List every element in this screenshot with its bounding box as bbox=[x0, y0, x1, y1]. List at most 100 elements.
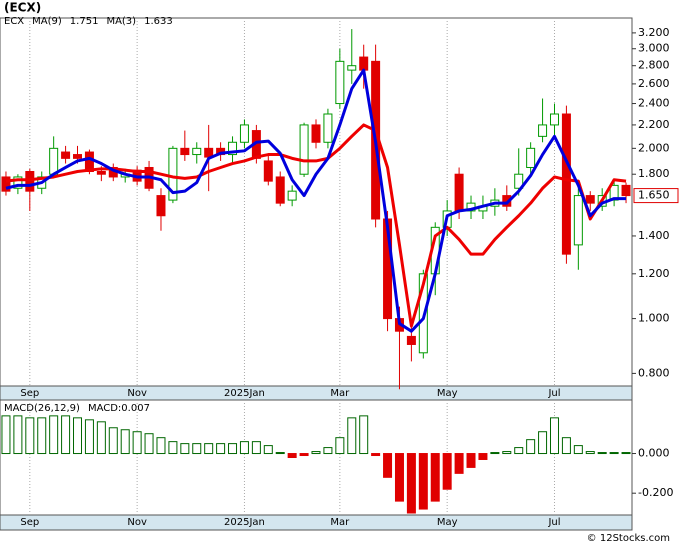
candle-body bbox=[299, 124, 309, 175]
macd-bar bbox=[144, 433, 154, 455]
macd-bar bbox=[132, 431, 142, 455]
candle-body bbox=[561, 113, 571, 255]
candle-body bbox=[514, 173, 524, 189]
candle-body bbox=[621, 184, 631, 197]
legend-value: 1.751 bbox=[70, 16, 99, 27]
macd-bar bbox=[61, 415, 71, 455]
candle-body bbox=[180, 147, 190, 156]
candle-body bbox=[287, 190, 297, 201]
x-tick-label: Nov bbox=[127, 388, 147, 399]
x-tick-label: Sep bbox=[20, 388, 39, 399]
candle-body bbox=[61, 151, 71, 159]
macd-bar bbox=[299, 453, 309, 457]
candle-body bbox=[311, 124, 321, 143]
macd-bar bbox=[120, 429, 130, 455]
macd-bar bbox=[96, 421, 106, 455]
macd-bar bbox=[478, 453, 488, 460]
macd-bar bbox=[406, 453, 416, 514]
candle-body bbox=[549, 113, 559, 126]
price-tag-label: 1.650 bbox=[638, 189, 670, 202]
macd-bar bbox=[609, 452, 619, 455]
macd-bar bbox=[108, 427, 118, 455]
macd-bar bbox=[335, 437, 345, 455]
y-tick-label: 2.800 bbox=[638, 59, 670, 72]
candle-body bbox=[96, 171, 106, 175]
macd-bar bbox=[156, 437, 166, 455]
legend-entry: MA(9) bbox=[32, 16, 62, 27]
candle-body bbox=[13, 176, 23, 189]
candle-body bbox=[275, 176, 285, 204]
x-tick-label: Mar bbox=[330, 517, 350, 528]
candle-body bbox=[49, 147, 59, 175]
price-tag bbox=[633, 188, 679, 204]
x-tick-label: Mar bbox=[330, 388, 350, 399]
y-tick-label: 2.600 bbox=[638, 77, 670, 90]
x-axis-band bbox=[0, 385, 633, 401]
macd-bar bbox=[25, 417, 35, 455]
x-tick-label: Jul bbox=[547, 388, 560, 399]
macd-bar bbox=[180, 443, 190, 455]
footer: © 12Stocks.com bbox=[587, 533, 670, 544]
candle-body bbox=[73, 154, 83, 159]
x-tick-label: 2025Jan bbox=[224, 517, 265, 528]
macd-bar bbox=[538, 431, 548, 455]
y-tick-label: 3.000 bbox=[638, 42, 670, 55]
candle-body bbox=[526, 147, 536, 168]
y-tick-label: 2.200 bbox=[638, 118, 670, 131]
x-tick-label: Sep bbox=[20, 517, 39, 528]
y-tick-label: 1.800 bbox=[638, 167, 670, 180]
macd-bar bbox=[311, 451, 321, 455]
candle-body bbox=[239, 124, 249, 143]
macd-bar bbox=[1, 415, 11, 455]
macd-bar bbox=[585, 451, 595, 455]
x-tick-label: Jul bbox=[547, 517, 560, 528]
x-tick-label: May bbox=[437, 517, 458, 528]
macd-bar bbox=[49, 415, 59, 455]
candle-body bbox=[538, 124, 548, 137]
macd-bar bbox=[359, 415, 369, 455]
macd-bar bbox=[597, 452, 607, 455]
macd-bar bbox=[442, 453, 452, 490]
macd-bar bbox=[466, 453, 476, 468]
macd-bar bbox=[37, 417, 47, 455]
macd-bar bbox=[204, 443, 214, 455]
macd-bar bbox=[490, 452, 500, 455]
macd-bar bbox=[561, 437, 571, 455]
macd-bar bbox=[347, 417, 357, 455]
macd-bar bbox=[526, 439, 536, 455]
candle-body bbox=[25, 171, 35, 192]
macd-bar bbox=[383, 453, 393, 478]
macd-bar bbox=[251, 441, 261, 455]
x-tick-label: Nov bbox=[127, 517, 147, 528]
candle-body bbox=[406, 335, 416, 345]
ma-line bbox=[5, 68, 627, 333]
candle-body bbox=[228, 141, 238, 156]
macd-bar bbox=[275, 452, 285, 455]
macd-bar bbox=[287, 453, 297, 459]
y-tick-label: 1.400 bbox=[638, 229, 670, 242]
candle-body bbox=[347, 65, 357, 71]
macd-bar bbox=[573, 445, 583, 455]
candle-body bbox=[168, 147, 178, 201]
macd-bar bbox=[418, 453, 428, 510]
macd-bar bbox=[192, 443, 202, 455]
macd-bar bbox=[514, 447, 524, 455]
macd-bar bbox=[73, 417, 83, 455]
x-tick-label: May bbox=[437, 388, 458, 399]
x-tick-label: 2025Jan bbox=[224, 388, 265, 399]
macd-bar bbox=[394, 453, 404, 502]
macd-bar bbox=[323, 447, 333, 455]
x-axis-band bbox=[0, 514, 633, 531]
plot-frame bbox=[0, 17, 633, 387]
candle-body bbox=[585, 195, 595, 204]
macd-bar bbox=[228, 443, 238, 455]
macd-bar bbox=[239, 441, 249, 455]
macd-bar bbox=[454, 453, 464, 474]
macd-bar bbox=[216, 443, 226, 455]
macd-bar bbox=[549, 417, 559, 455]
y-tick-label: 3.200 bbox=[638, 26, 670, 39]
macd-bar bbox=[371, 453, 381, 457]
macd-bar bbox=[621, 452, 631, 455]
candle-body bbox=[359, 56, 369, 71]
